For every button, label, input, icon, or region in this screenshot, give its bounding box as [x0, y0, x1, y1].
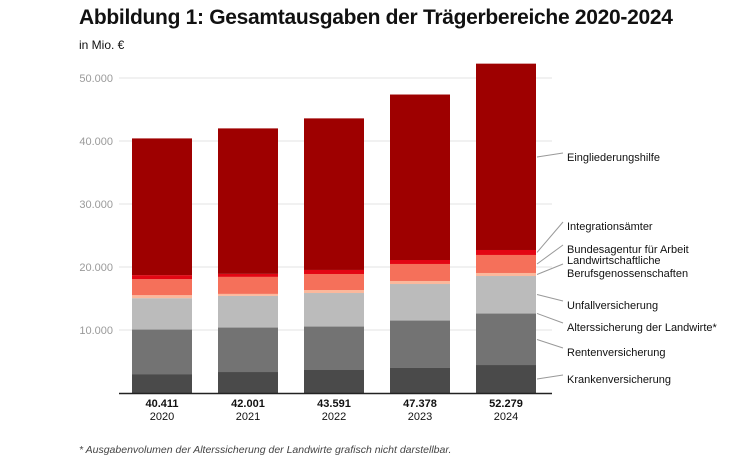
bar-segment [476, 272, 536, 277]
total-label: 52.279 [489, 398, 523, 410]
bar-segment [476, 63, 536, 250]
bar-segment [390, 280, 450, 285]
legend-label: Bundesagentur für Arbeit [567, 244, 689, 256]
legend-label: Integrationsämter [567, 221, 653, 233]
total-label: 40.411 [145, 398, 178, 410]
footnote: * Ausgabenvolumen der Alterssicherung de… [79, 444, 452, 456]
total-label: 43.591 [317, 398, 351, 410]
bar-segment [476, 276, 536, 313]
bar-segment [304, 273, 364, 290]
bar-segment [132, 329, 192, 330]
bar-segment [132, 330, 192, 375]
bar-segment [390, 260, 450, 264]
bar-segment [390, 320, 450, 368]
unit-label: in Mio. € [79, 38, 125, 52]
bar-segment [390, 94, 450, 261]
bar-segment [476, 312, 536, 314]
bar-segment [218, 128, 278, 274]
leader-line [536, 339, 564, 349]
bar-segment [132, 298, 192, 330]
bar-segment [132, 279, 192, 296]
leader-line [536, 374, 564, 380]
total-label: 42.001 [231, 398, 265, 410]
legend-label: Eingliederungshilfe [567, 152, 660, 164]
bar-segment [304, 289, 364, 294]
y-tick-label: 10.000 [79, 325, 113, 337]
legend-label: Alterssicherung der Landwirte* [567, 322, 718, 334]
bar-segment [132, 295, 192, 299]
y-tick-label: 20.000 [79, 262, 113, 274]
bar-segment [304, 370, 364, 393]
leader-line [536, 263, 564, 275]
bar-segment [218, 273, 278, 277]
total-label: 47.378 [403, 398, 437, 410]
bar-segment [304, 293, 364, 327]
bar-segment [218, 372, 278, 393]
bar-segment [304, 269, 364, 274]
bar-segment [476, 249, 536, 255]
leader-line [536, 312, 564, 324]
x-tick-label: 2023 [408, 411, 432, 423]
x-tick-label: 2020 [150, 411, 174, 423]
bar-segment [132, 374, 192, 393]
legend-label: Berufsgenossenschaften [567, 268, 688, 280]
bar-segment [218, 326, 278, 328]
y-tick-label: 50.000 [79, 73, 113, 85]
bar-segment [390, 319, 450, 321]
legend-label: Landwirtschaftliche [567, 255, 661, 267]
legend-label: Rentenversicherung [567, 347, 665, 359]
x-tick-label: 2022 [322, 411, 346, 423]
bar-segment [390, 263, 450, 281]
stacked-bar-chart: 10.000 20.000 30.000 40.000 50.000 40.4112020… [79, 63, 718, 423]
x-tick-label: 2021 [236, 411, 260, 423]
chart-title: Abbildung 1: Gesamtausgaben der Trägerbe… [79, 6, 673, 29]
bar-segment [476, 313, 536, 366]
bar-segment [132, 275, 192, 280]
bar-segment [218, 295, 278, 327]
bar-segment [218, 293, 278, 296]
y-tick-label: 40.000 [79, 136, 113, 148]
x-tick-label: 2024 [494, 411, 518, 423]
y-tick-label: 30.000 [79, 199, 113, 211]
bar-segment [132, 138, 192, 276]
bar-segment [218, 327, 278, 373]
bar-segment [304, 118, 364, 270]
bar-segment [304, 326, 364, 327]
leader-line [536, 152, 564, 158]
bar-segment [304, 326, 364, 371]
bar-segment [218, 276, 278, 294]
bar-segment [476, 254, 536, 273]
bar-segment [476, 365, 536, 393]
legend-label: Unfallversicherung [567, 300, 658, 312]
leader-line [536, 221, 564, 253]
bar-segment [390, 367, 450, 393]
legend-label: Krankenversicherung [567, 374, 671, 386]
leader-line [536, 244, 564, 265]
bar-segment [390, 284, 450, 320]
leader-line [536, 294, 564, 302]
